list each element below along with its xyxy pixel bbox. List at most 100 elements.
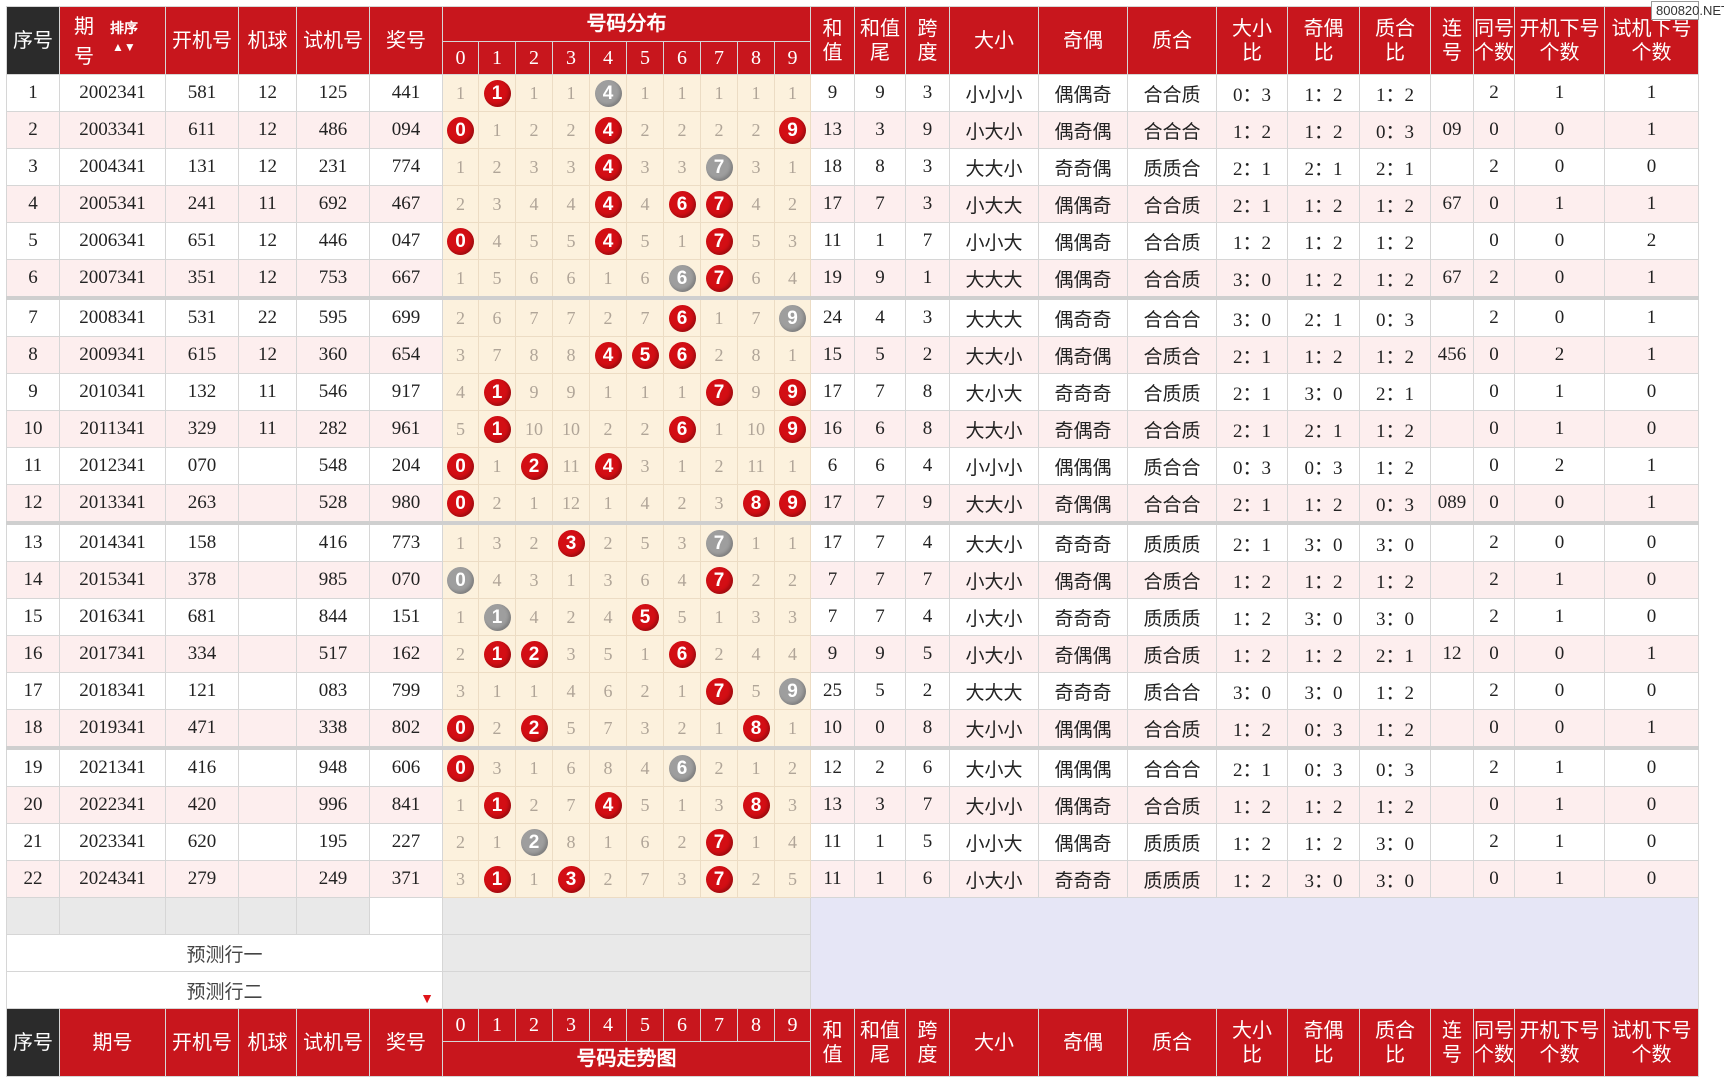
arrow-down-icon[interactable]: ▼	[420, 992, 434, 1007]
sort-arrows-icon[interactable]: ▲▼	[112, 39, 136, 54]
cell-seq: 15	[6, 598, 60, 636]
cell-dist-0: 2	[442, 296, 479, 337]
sort-button[interactable]: 排序	[110, 21, 138, 37]
cell-dist-8: 5	[737, 672, 775, 710]
table-row[interactable]: 2 2003341 611 12 486 094 0 1 2 2 4 2 2 2 2 9 13 3 9 小大小 偶奇偶合…	[6, 111, 1699, 149]
cell-dist-8: 2	[737, 860, 775, 898]
cell-same: 2	[1473, 672, 1515, 710]
col-sum-bottom: 值	[822, 41, 843, 64]
cell-next-test: 0	[1604, 823, 1699, 861]
cell-dist-8: 8	[737, 709, 775, 749]
cell-issue: 2005341	[59, 185, 166, 223]
cell-dist-3: 6	[552, 746, 590, 787]
cell-dist-1: 2	[478, 709, 516, 749]
table-row[interactable]: 9 2010341 132 11 546 917 4 1 9 9 1 1 1 7 9 9 17 7 8 大小大 奇奇奇合…	[6, 373, 1699, 411]
cell-dist-1: 1	[478, 111, 516, 149]
cell-dist-1: 1	[478, 74, 516, 112]
cell-same: 2	[1473, 148, 1515, 186]
cell-seq: 1	[6, 74, 60, 112]
cell-seq: 12	[6, 484, 60, 524]
table-row[interactable]: 17 2018341 121 083 799 3 1 1 4 6 2 1 7 5 9 25 5 2 大大大 奇奇奇 质合…	[6, 672, 1699, 710]
cell-dist-2: 1	[515, 484, 553, 524]
table-row[interactable]: 5 2006341 651 12 446 047 0 4 5 5 4 5 1 7 5 3 11 1 7 小小大 偶偶奇合…	[6, 222, 1699, 260]
cell-dist-7: 2	[700, 635, 738, 673]
cell-size-ratio: 2：1	[1216, 336, 1288, 374]
table-row[interactable]: 4 2005341 241 11 692 467 2 3 4 4 4 4 6 7 4 2 17 7 3 小大大 偶偶奇合…	[6, 185, 1699, 223]
cell-next-open: 1	[1514, 786, 1605, 824]
table-row[interactable]: 18 2019341 471 338 802 0 2 2 5 7 3 2 1 8 1 10 0 8 大小小 偶偶偶 合合…	[6, 709, 1699, 749]
footer-col-issue: 期号	[59, 1008, 166, 1077]
red-ball-4: 4	[594, 452, 622, 480]
cell-issue: 2011341	[59, 410, 166, 448]
cell-same: 0	[1473, 185, 1515, 223]
table-row[interactable]: 1 2002341 581 12 125 441 1 1 1 1 4 1 1 1 1 1 9 9 3 小小小 偶偶奇 合合…	[6, 74, 1699, 112]
table-row[interactable]: 22 2024341 279 249 371 3 1 1 3 2 7 3 7 2 5 11 1 6 小大小 奇奇奇 质质…	[6, 860, 1699, 898]
cell-size: 大大大	[949, 296, 1039, 337]
cell-machine: 12	[238, 259, 297, 299]
prediction-digit-area[interactable]	[442, 897, 811, 935]
prediction-row-2[interactable]: 预测行二 ▼	[6, 971, 1699, 1009]
cell-prime: 合合合	[1127, 484, 1217, 524]
cell-issue: 2004341	[59, 148, 166, 186]
table-row[interactable]: 15 2016341 681 844 151 1 1 4 2 4 5 5 1 3 3 7 7 4 小大小 奇奇奇 质质质…	[6, 598, 1699, 636]
cell-test: 125	[296, 74, 370, 112]
cell-prize: 667	[369, 259, 443, 299]
cell-dist-2: 8	[515, 336, 553, 374]
table-row[interactable]: 10 2011341 329 11 282 961 5 1 10 10 2 2 6 1 10 9 16 6 8 大大小…	[6, 410, 1699, 448]
col-issue[interactable]: 期 号 排序 ▲▼	[59, 6, 166, 75]
cell-open: 132	[165, 373, 239, 411]
prediction-row-1-digits[interactable]	[442, 934, 811, 972]
table-row[interactable]: 20 2022341 420 996 841 1 1 2 7 4 5 1 3 8 3 13 3 7 大小小 偶偶奇 合合…	[6, 786, 1699, 824]
cell-prime-ratio: 1：2	[1359, 672, 1431, 710]
cell-odd: 奇奇奇	[1038, 672, 1128, 710]
cell-dist-6: 3	[663, 521, 701, 562]
table-row[interactable]: 11 2012341 070 548 204 0 1 2 11 4 3 1 2 11 1 6 6 4 小小小 偶偶偶质…	[6, 447, 1699, 485]
table-row[interactable]: 7 2008341 531 22 595 699 2 6 7 7 2 7 6 1 7 9 24 4 3 大大大 偶奇奇合…	[6, 296, 1699, 337]
table-row[interactable]: 14 2015341 378 985 070 0 4 3 1 3 6 4 7 2 2 7 7 7 小大小 偶奇偶 合质合…	[6, 561, 1699, 599]
cell-odd-ratio: 2：1	[1287, 148, 1360, 186]
cell-prime: 质质质	[1127, 598, 1217, 636]
cell-prime: 合合合	[1127, 746, 1217, 787]
table-row[interactable]: 6 2007341 351 12 753 667 1 5 6 6 1 6 6 7 6 4 19 9 1 大大大 偶偶奇合…	[6, 259, 1699, 299]
site-watermark: 800820.NET	[1651, 1, 1724, 20]
cell-dist-6: 6	[663, 259, 701, 299]
cell-next-test: 1	[1604, 259, 1699, 299]
red-ball-9: 9	[779, 415, 806, 443]
cell-dist-9: 1	[774, 709, 811, 749]
digit-header-1: 1	[478, 41, 516, 75]
cell-dist-2: 5	[515, 222, 553, 260]
cell-open: 351	[165, 259, 239, 299]
cell-next-test: 2	[1604, 222, 1699, 260]
table-row[interactable]: 12 2013341 263 528 980 0 2 1 12 1 4 2 3 8 9 17 7 9 大大小 奇偶偶合…	[6, 484, 1699, 524]
cell-size-ratio: 2：1	[1216, 185, 1288, 223]
cell-dist-8: 2	[737, 561, 775, 599]
cell-issue: 2017341	[59, 635, 166, 673]
cell-prime-ratio: 1：2	[1359, 410, 1431, 448]
prediction-row-1[interactable]: 预测行一	[6, 934, 1699, 972]
red-ball-3: 3	[557, 865, 585, 893]
footer-col-prime-ratio-top: 质合	[1375, 1019, 1415, 1042]
cell-dist-2: 6	[515, 259, 553, 299]
gray-ball-4: 4	[594, 79, 622, 107]
cell-dist-7: 1	[700, 709, 738, 749]
cell-dist-3: 4	[552, 672, 590, 710]
cell-dist-2: 4	[515, 185, 553, 223]
table-row[interactable]: 21 2023341 620 195 227 2 1 2 8 1 6 2 7 1 4 11 1 5 小小大 偶偶奇 质质…	[6, 823, 1699, 861]
cell-open: 611	[165, 111, 239, 149]
table-row[interactable]: 3 2004341 131 12 231 774 1 2 3 3 4 3 3 7 3 1 18 8 3 大大小 奇奇偶质…	[6, 148, 1699, 186]
table-row[interactable]: 16 2017341 334 517 162 2 1 2 3 5 1 6 2 4 4 9 9 5 小大小 奇偶偶 质合质…	[6, 635, 1699, 673]
footer-col-sum-bottom: 值	[822, 1043, 843, 1066]
table-row[interactable]: 19 2021341 416 948 606 0 3 1 6 8 4 6 2 1 2 12 2 6 大小大 偶偶偶 合合…	[6, 746, 1699, 787]
cell-dist-5: 2	[626, 111, 664, 149]
cell-consec	[1430, 823, 1474, 861]
cell-size: 大小大	[949, 746, 1039, 787]
cell-dist-0: 5	[442, 410, 479, 448]
footer-col-size-ratio-bottom: 比	[1242, 1043, 1262, 1066]
cell-prize: 162	[369, 635, 443, 673]
table-row[interactable]: 13 2014341 158 416 773 1 3 2 3 2 5 3 7 1 1 17 7 4 大大小 奇奇奇 质质…	[6, 521, 1699, 562]
cell-odd: 偶奇偶	[1038, 336, 1128, 374]
prediction-row-2-digits[interactable]	[442, 971, 811, 1009]
table-row[interactable]: 8 2009341 615 12 360 654 3 7 8 8 4 5 6 2 8 1 15 5 2 大大小 偶奇偶合…	[6, 336, 1699, 374]
prediction-row-2-text: 预测行二	[186, 981, 263, 1003]
